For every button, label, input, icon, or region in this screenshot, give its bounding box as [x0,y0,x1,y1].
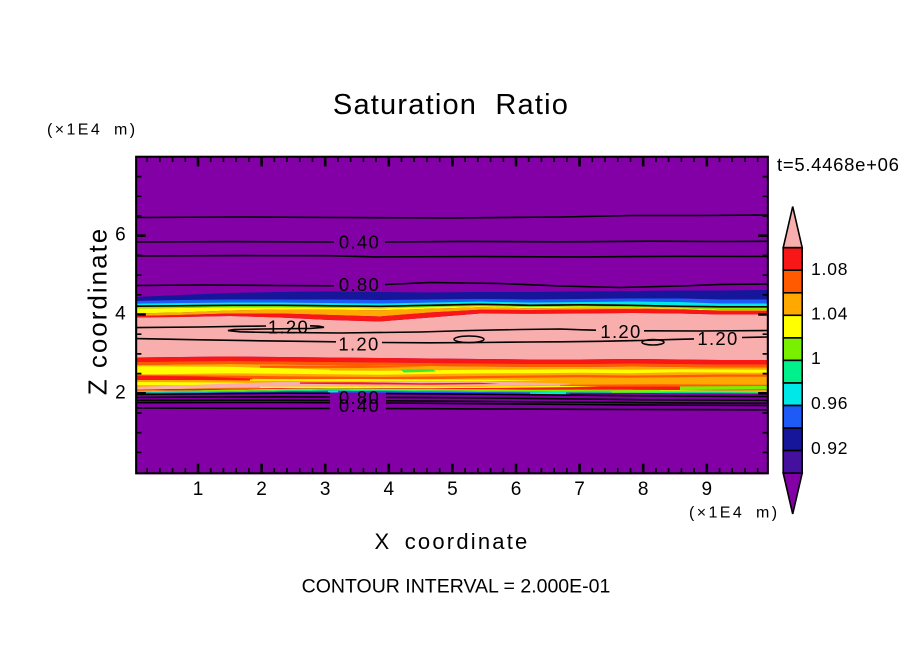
svg-text:7: 7 [574,479,585,500]
svg-text:0.92: 0.92 [811,438,848,458]
svg-text:2: 2 [256,479,267,500]
svg-text:9: 9 [702,479,713,500]
svg-text:t=5.4468e+06: t=5.4468e+06 [777,154,900,175]
svg-text:1: 1 [811,348,822,368]
svg-text:2: 2 [115,383,127,404]
svg-text:0.96: 0.96 [811,393,848,413]
svg-text:0.40: 0.40 [339,395,380,416]
svg-text:1.20: 1.20 [697,328,738,349]
svg-text:0.80: 0.80 [339,387,380,408]
svg-text:1.20: 1.20 [268,316,309,337]
svg-text:5: 5 [447,479,458,500]
svg-text:Z coordinate: Z coordinate [83,227,113,396]
svg-text:1.20: 1.20 [600,321,641,342]
svg-text:(×1E4 m): (×1E4 m) [47,122,137,139]
svg-text:CONTOUR INTERVAL = 2.000E-01: CONTOUR INTERVAL = 2.000E-01 [302,576,611,598]
svg-text:8: 8 [638,479,649,500]
svg-text:6: 6 [115,225,127,246]
svg-text:4: 4 [384,479,395,500]
svg-text:1.04: 1.04 [811,304,848,324]
svg-text:6: 6 [511,479,522,500]
svg-text:1.08: 1.08 [811,259,848,279]
svg-text:X coordinate: X coordinate [375,529,530,554]
svg-text:0.40: 0.40 [339,231,380,252]
svg-text:(×1E4 m): (×1E4 m) [689,505,779,522]
svg-text:0.80: 0.80 [339,274,380,295]
svg-text:3: 3 [320,479,331,500]
svg-text:1: 1 [193,479,204,500]
svg-text:Saturation Ratio: Saturation Ratio [333,89,569,121]
svg-text:1.20: 1.20 [338,333,379,354]
svg-text:4: 4 [115,304,127,325]
